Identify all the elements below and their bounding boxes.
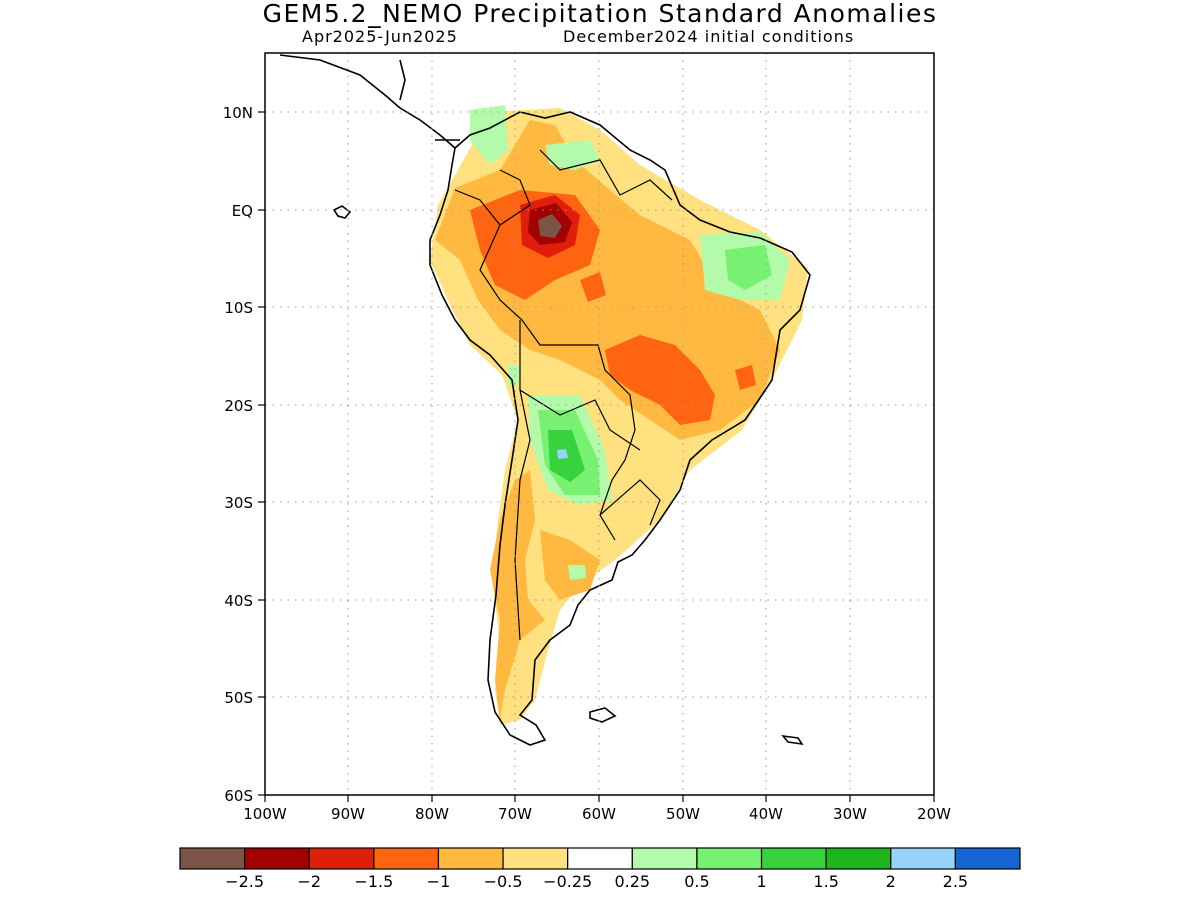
- colorbar-label: 1: [756, 872, 766, 891]
- map-title: GEM5.2_NEMO Precipitation Standard Anoma…: [262, 0, 938, 28]
- lon-label: 70W: [498, 805, 532, 823]
- colorbar-label: −0.5: [484, 872, 523, 891]
- lon-label: 50W: [666, 805, 700, 823]
- colorbar-swatch: [954, 847, 1021, 870]
- colorbar-label: −0.25: [543, 872, 592, 891]
- lon-label: 60W: [582, 805, 616, 823]
- anomaly-field: [430, 105, 808, 725]
- lat-label: 60S: [224, 787, 253, 805]
- wet-moderate-ne-brazil: [725, 245, 772, 290]
- tick-marks: [258, 111, 935, 802]
- wet-weak-andes: [508, 365, 520, 385]
- lon-label: 20W: [917, 805, 951, 823]
- colorbar-swatch: [308, 847, 375, 870]
- wet-weak-south: [568, 565, 586, 580]
- lon-label: 90W: [331, 805, 365, 823]
- dry-strong-brazil: [605, 335, 715, 425]
- colorbar-swatch: [696, 847, 763, 870]
- colorbar-label: 2.5: [943, 872, 968, 891]
- colorbar-swatch: [631, 847, 698, 870]
- lat-label: 40S: [224, 592, 253, 610]
- colorbar-label: 0.5: [684, 872, 709, 891]
- latitude-labels: 10N EQ 10S 20S 30S 40S 50S 60S: [223, 104, 253, 805]
- longitude-labels: 100W 90W 80W 70W 60W 50W 40W 30W 20W: [243, 805, 951, 823]
- dry-strong-east: [735, 365, 756, 390]
- central-america-coastline: [279, 54, 460, 149]
- dry-beyond: [538, 214, 562, 238]
- lat-label: 10S: [224, 299, 253, 317]
- colorbar-label: −2.5: [225, 872, 264, 891]
- colorbar-swatch: [760, 847, 827, 870]
- lon-label: 100W: [243, 805, 287, 823]
- south-georgia: [781, 734, 804, 746]
- lat-label: 50S: [224, 689, 253, 707]
- south-america-coastline: [429, 111, 811, 746]
- lat-label: EQ: [232, 202, 253, 220]
- colorbar-swatch: [567, 847, 633, 870]
- country-borders: [454, 149, 673, 641]
- colorbar-swatch: [890, 847, 956, 870]
- colorbar: −2.5 −2 −1.5 −1 −0.5 −0.25 0.25 0.5 1 1.5 2 2.5: [179, 847, 1021, 891]
- colorbar-label: 0.25: [614, 872, 650, 891]
- lon-label: 30W: [833, 805, 867, 823]
- colorbar-swatch: [502, 847, 569, 870]
- lat-label: 10N: [223, 104, 253, 122]
- initial-conditions: December2024 initial conditions: [563, 27, 855, 46]
- forecast-period: Apr2025-Jun2025: [302, 27, 458, 46]
- colorbar-swatch: [373, 847, 440, 870]
- colorbar-swatch: [437, 847, 504, 870]
- coastlines: [279, 54, 811, 746]
- lon-label: 80W: [415, 805, 449, 823]
- wet-weak-north: [470, 105, 508, 165]
- colorbar-swatch: [244, 847, 310, 870]
- colorbar-label: −2: [297, 872, 321, 891]
- colorbar-label: 2: [886, 872, 896, 891]
- falkland-islands: [589, 707, 617, 723]
- galapagos-islands: [332, 205, 352, 219]
- lat-label: 20S: [224, 397, 253, 415]
- lon-label: 40W: [749, 805, 783, 823]
- lat-label: 30S: [224, 494, 253, 512]
- colorbar-swatch: [179, 847, 246, 870]
- wet-very-strong-chaco: [557, 449, 568, 459]
- colorbar-label: −1: [427, 872, 451, 891]
- colorbar-label: 1.5: [813, 872, 838, 891]
- colorbar-swatch: [825, 847, 892, 870]
- colorbar-label: −1.5: [354, 872, 393, 891]
- wet-weak-guiana: [545, 140, 600, 170]
